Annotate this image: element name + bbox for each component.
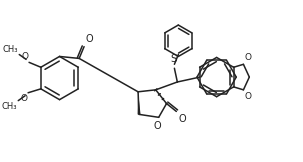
Text: O: O — [245, 92, 251, 101]
Text: CH₃: CH₃ — [2, 102, 17, 111]
Text: CH₃: CH₃ — [3, 45, 18, 53]
Text: S: S — [170, 54, 177, 64]
Text: O: O — [85, 34, 93, 44]
Text: O: O — [178, 114, 186, 124]
Text: O: O — [20, 94, 27, 103]
Text: O: O — [245, 53, 251, 62]
Text: O: O — [21, 52, 28, 61]
Text: O: O — [154, 121, 161, 131]
Polygon shape — [138, 92, 141, 114]
